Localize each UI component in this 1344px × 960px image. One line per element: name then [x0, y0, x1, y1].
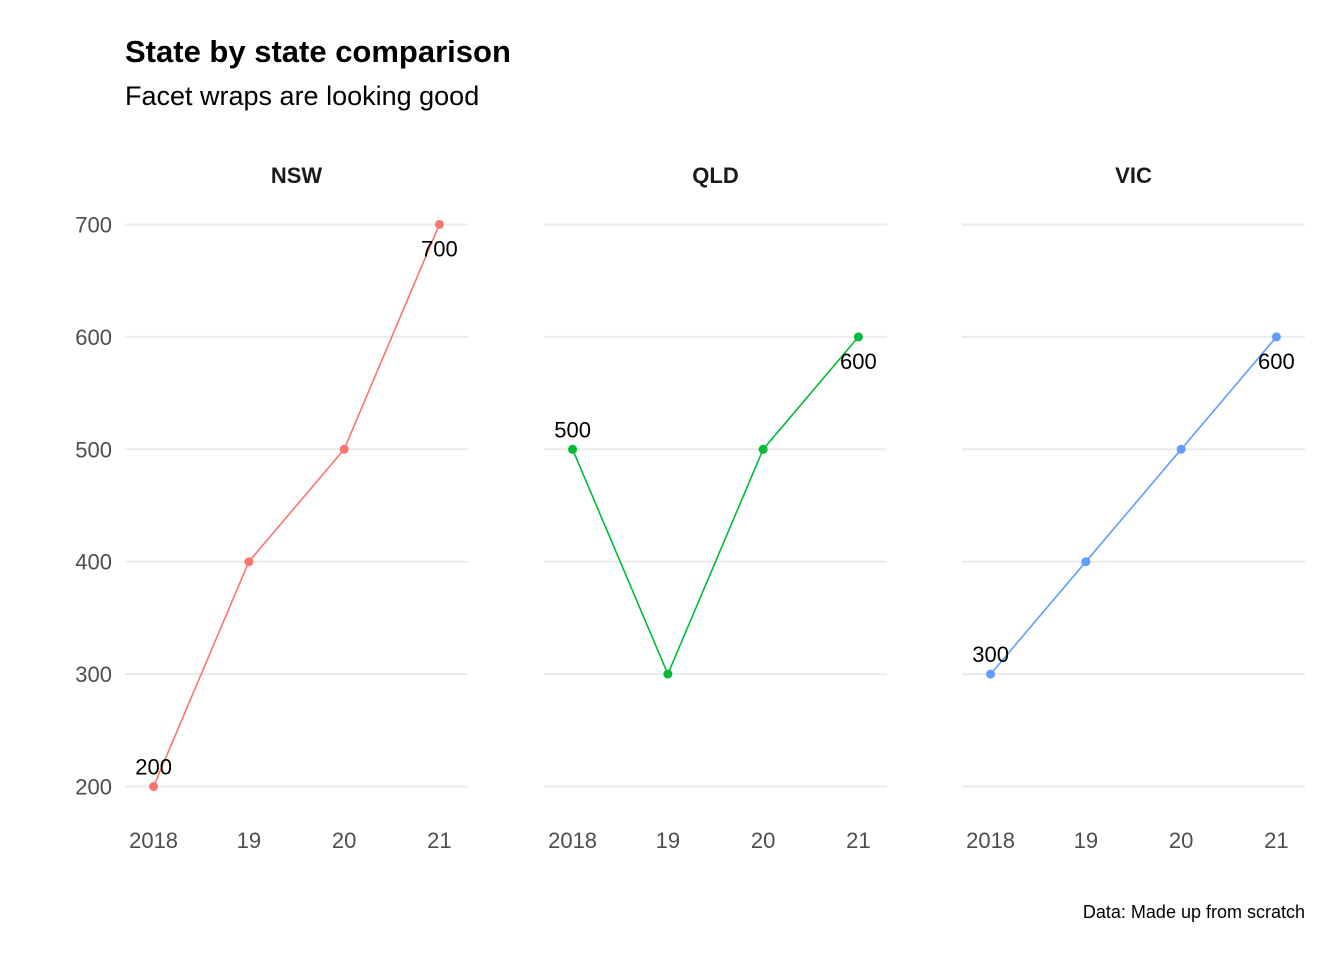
data-label: 300 — [972, 642, 1009, 667]
y-tick-label: 500 — [75, 437, 112, 462]
facet-strip-label: NSW — [271, 163, 323, 188]
chart-title: State by state comparison — [125, 34, 511, 69]
x-tick-label: 2018 — [966, 828, 1015, 853]
x-tick-label: 19 — [1074, 828, 1098, 853]
x-tick-label: 19 — [237, 828, 261, 853]
x-tick-label: 20 — [1169, 828, 1193, 853]
data-point — [149, 782, 159, 792]
x-tick-label: 20 — [751, 828, 775, 853]
facet-panel-nsw: NSW 2018 19 20 21 200 700 — [125, 163, 468, 853]
x-tick-label: 19 — [656, 828, 680, 853]
data-point — [339, 444, 349, 454]
x-tick-label: 21 — [846, 828, 870, 853]
facet-panel-qld: QLD 2018 19 20 21 500 600 — [544, 163, 887, 853]
data-point — [1271, 332, 1281, 342]
y-tick-label: 700 — [75, 212, 112, 237]
series-line-vic — [989, 336, 1278, 675]
y-tick-label: 200 — [75, 775, 112, 800]
x-tick-label: 21 — [427, 828, 451, 853]
facet-strip-label: QLD — [692, 163, 738, 188]
data-label: 600 — [1258, 349, 1295, 374]
data-point — [853, 332, 863, 342]
x-tick-label: 20 — [332, 828, 356, 853]
data-point — [1176, 444, 1186, 454]
chart-subtitle: Facet wraps are looking good — [125, 81, 479, 111]
y-axis: 200 300 400 500 600 700 — [75, 212, 112, 799]
data-point — [986, 669, 996, 679]
data-point — [758, 444, 768, 454]
data-point — [244, 557, 254, 567]
x-tick-label: 2018 — [548, 828, 597, 853]
x-tick-label: 21 — [1264, 828, 1288, 853]
series-line-nsw — [152, 224, 441, 787]
facet-panel-vic: VIC 2018 19 20 21 300 600 — [962, 163, 1305, 853]
y-tick-label: 400 — [75, 550, 112, 575]
data-point — [663, 669, 673, 679]
data-point — [434, 219, 444, 229]
data-point — [568, 444, 578, 454]
x-tick-label: 2018 — [129, 828, 178, 853]
data-label: 200 — [135, 755, 172, 780]
data-point — [1081, 557, 1091, 567]
data-label: 500 — [554, 417, 591, 442]
y-tick-label: 600 — [75, 325, 112, 350]
series-line-qld — [571, 336, 860, 677]
y-tick-label: 300 — [75, 662, 112, 687]
facet-strip-label: VIC — [1115, 163, 1152, 188]
data-label: 700 — [421, 236, 458, 261]
data-label: 600 — [840, 349, 877, 374]
chart-caption: Data: Made up from scratch — [1083, 902, 1305, 922]
